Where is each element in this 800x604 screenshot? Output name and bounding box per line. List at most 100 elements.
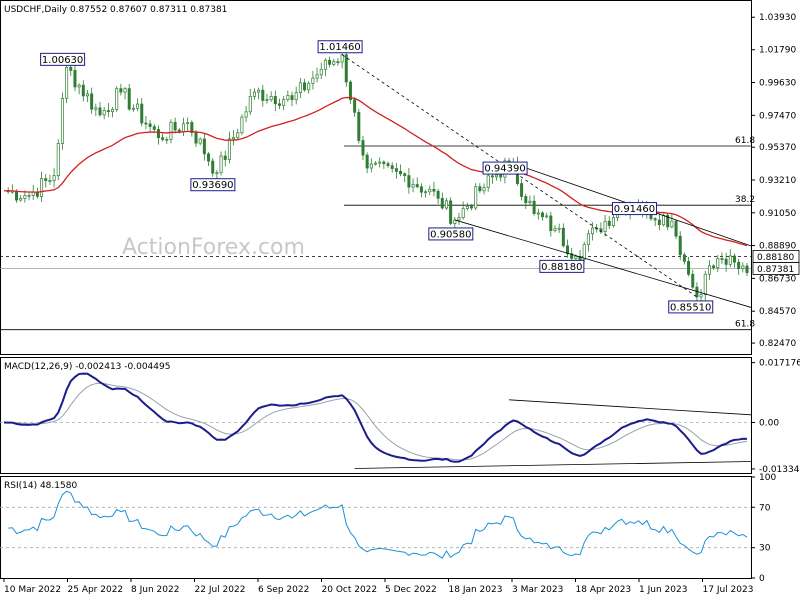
x-tick-label: 25 Apr 2022 (68, 585, 124, 595)
candle (732, 255, 736, 263)
candle (486, 175, 490, 188)
candle (357, 111, 361, 141)
candle (90, 93, 94, 110)
candle (131, 107, 135, 110)
swing-label: 1.01460 (319, 42, 360, 53)
price-tick-label: 0.97470 (759, 111, 796, 121)
candle (374, 162, 377, 165)
moving-average-line (3, 96, 748, 247)
candle (540, 212, 544, 218)
candle (261, 89, 265, 101)
candle (98, 107, 102, 116)
candle (703, 273, 707, 295)
candle (303, 82, 307, 91)
candle (219, 155, 223, 174)
main-header: USDCHF,Daily 0.87552 0.87607 0.87311 0.8… (4, 5, 227, 15)
swing-label: 0.93690 (192, 180, 233, 191)
candle (252, 91, 256, 97)
candle (716, 258, 720, 268)
candle (119, 88, 123, 93)
swing-label-box (40, 52, 86, 66)
candle (399, 171, 403, 175)
candle (532, 200, 536, 214)
candle (102, 110, 106, 116)
candle (298, 82, 302, 94)
candle (152, 126, 156, 130)
candle (202, 138, 206, 155)
candle (282, 99, 286, 106)
candle (190, 122, 194, 134)
candle (574, 256, 578, 259)
candle (474, 186, 478, 209)
x-tick-label: 10 Mar 2022 (4, 585, 61, 595)
candle (670, 220, 674, 228)
candle (728, 255, 732, 265)
price-box-label: 0.87381 (757, 265, 794, 275)
price-tick-label: 1.03930 (759, 13, 796, 23)
candle (440, 198, 444, 209)
candle (27, 194, 31, 197)
candle (499, 174, 503, 178)
candle (657, 219, 661, 226)
candle (240, 116, 244, 134)
candle (682, 254, 686, 262)
candle (586, 233, 590, 245)
x-tick-label: 20 Oct 2022 (322, 585, 378, 595)
candle (328, 59, 332, 65)
candle (545, 215, 549, 218)
candle (65, 66, 69, 99)
candle (186, 122, 190, 125)
swing-label: 0.85510 (670, 302, 711, 313)
candle (177, 129, 181, 133)
candle (557, 227, 561, 230)
candle (194, 132, 198, 144)
macd-header: MACD(12,26,9) -0.002413 -0.004495 (4, 362, 170, 372)
candle (457, 217, 461, 221)
candle (603, 220, 607, 232)
candle (745, 265, 749, 274)
candle (578, 256, 582, 260)
candle (123, 88, 127, 93)
candle (77, 84, 81, 88)
candle (181, 123, 185, 133)
rsi-tick-label: 0 (759, 574, 765, 584)
candle (127, 88, 131, 110)
candle (207, 153, 211, 162)
candle (307, 83, 311, 91)
x-tick-label: 3 Mar 2023 (512, 585, 563, 595)
candle (524, 196, 528, 204)
candle (73, 70, 77, 88)
candle (156, 129, 160, 138)
macd-tick-label: 0.00 (759, 418, 779, 428)
swing-label-box (668, 300, 714, 314)
swing-label: 1.00630 (42, 55, 83, 66)
candle (424, 191, 428, 194)
candle (528, 200, 532, 204)
x-tick-label: 17 Jul 2023 (703, 585, 754, 595)
candle (227, 138, 231, 160)
candle (707, 265, 711, 275)
candle (269, 96, 273, 101)
candle (319, 68, 323, 76)
price-tick-label: 0.82470 (759, 339, 796, 349)
candle (432, 188, 436, 192)
swing-label: 0.88180 (541, 262, 582, 273)
candle (286, 95, 290, 100)
price-tick-label: 0.99630 (759, 79, 796, 89)
candle (365, 154, 369, 169)
candle (106, 110, 110, 113)
candle (369, 163, 373, 169)
candle (390, 165, 394, 169)
swing-label: 0.94390 (484, 164, 525, 175)
candle (94, 107, 98, 110)
candle (403, 173, 407, 176)
price-tick-label: 0.88890 (759, 242, 796, 252)
candle (115, 88, 119, 110)
candle (674, 220, 678, 237)
candle (161, 137, 165, 140)
x-tick-label: 18 Apr 2023 (576, 585, 632, 595)
candle (561, 227, 565, 247)
rsi-tick-label: 30 (759, 544, 771, 554)
candle (461, 208, 465, 218)
